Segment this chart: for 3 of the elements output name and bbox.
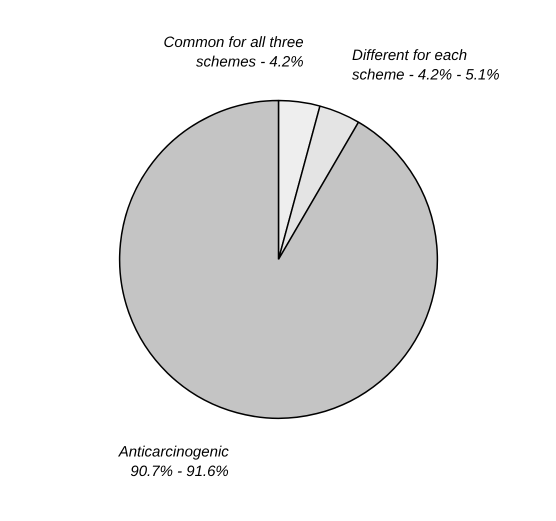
slice-label: Common for all three schemes - 4.2% [164, 34, 304, 70]
slice-label: Anticarcinogenic 90.7% - 91.6% [118, 443, 230, 480]
slice-label: Different for each scheme - 4.2% - 5.1% [352, 46, 500, 84]
